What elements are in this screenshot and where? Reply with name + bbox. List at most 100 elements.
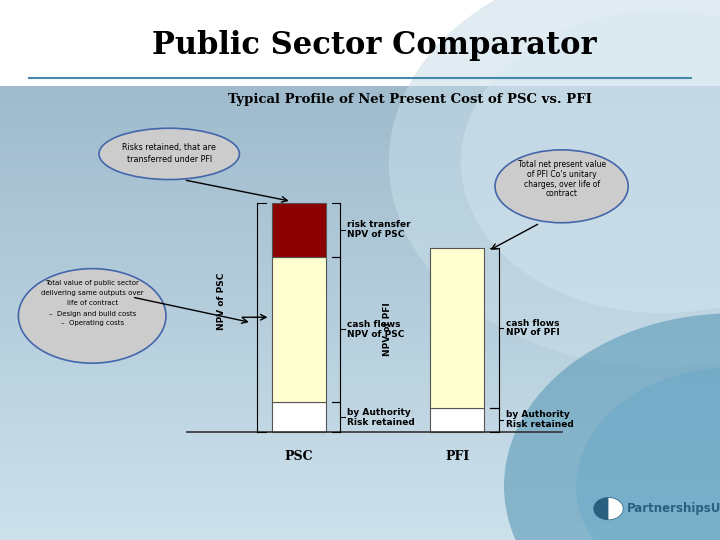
Bar (0, 362, 720, 363)
Bar (0, 458, 720, 460)
Bar (0, 269, 720, 271)
Bar (0, 281, 720, 283)
Bar (0, 307, 720, 309)
Bar (0, 268, 720, 269)
Bar (0, 294, 720, 295)
Bar (0, 478, 720, 480)
Bar (0, 170, 720, 171)
Bar (0, 451, 720, 453)
Bar (0, 253, 720, 254)
Bar (0, 274, 720, 275)
Bar (0, 168, 720, 170)
Bar (0, 151, 720, 153)
Bar (0, 241, 720, 242)
Text: NPV of PSC: NPV of PSC (347, 230, 405, 239)
Bar (0, 328, 720, 330)
Bar (0, 532, 720, 534)
Bar (0, 404, 720, 406)
Bar (0, 340, 720, 342)
Bar (0, 200, 720, 201)
Bar (0, 402, 720, 404)
Bar (0, 390, 720, 392)
Bar (0, 339, 720, 340)
Bar (0, 531, 720, 532)
Bar (0, 516, 720, 517)
Bar (0, 381, 720, 383)
Text: Total value of public sector: Total value of public sector (45, 280, 139, 287)
Bar (0, 357, 720, 359)
Bar (0, 407, 720, 408)
Ellipse shape (99, 129, 239, 179)
Bar (0, 215, 720, 217)
Bar (0, 0, 720, 86)
Bar (0, 442, 720, 443)
Bar (272, 256, 325, 402)
Bar (0, 496, 720, 498)
Bar (0, 406, 720, 407)
Bar (0, 148, 720, 150)
Text: contract: contract (546, 190, 577, 198)
Bar (0, 113, 720, 115)
Bar (0, 127, 720, 129)
Bar (0, 186, 720, 188)
Bar (0, 396, 720, 398)
Bar (0, 481, 720, 483)
Bar (0, 364, 720, 366)
Bar (0, 510, 720, 511)
Bar (0, 138, 720, 139)
Bar (0, 211, 720, 212)
Ellipse shape (19, 268, 166, 363)
Bar (0, 92, 720, 94)
Bar (0, 425, 720, 427)
Bar (0, 111, 720, 112)
Bar (0, 336, 720, 338)
Bar (0, 378, 720, 380)
Bar (0, 504, 720, 505)
Bar (0, 219, 720, 221)
Bar (0, 476, 720, 478)
Bar (0, 136, 720, 138)
Bar (0, 469, 720, 470)
Bar (0, 285, 720, 286)
Bar (0, 143, 720, 144)
Bar (0, 449, 720, 451)
Bar (0, 433, 720, 434)
Bar (0, 468, 720, 469)
Bar (0, 508, 720, 510)
Bar (0, 126, 720, 127)
Text: Public Sector Comparator: Public Sector Comparator (152, 30, 597, 62)
Bar (0, 489, 720, 490)
Bar (0, 351, 720, 353)
Bar (0, 94, 720, 96)
Bar (0, 408, 720, 410)
Bar (431, 248, 485, 408)
Bar (0, 115, 720, 117)
Bar (0, 464, 720, 466)
Text: transferred under PFI: transferred under PFI (127, 155, 212, 164)
Bar (0, 355, 720, 357)
Bar (0, 212, 720, 213)
Bar (0, 173, 720, 174)
Bar (0, 454, 720, 455)
Bar (0, 366, 720, 368)
Bar (0, 103, 720, 105)
Bar (0, 332, 720, 333)
Bar (0, 347, 720, 348)
Bar (0, 192, 720, 194)
Bar (0, 251, 720, 253)
Bar (0, 222, 720, 224)
Bar (0, 383, 720, 384)
Bar (0, 537, 720, 538)
Bar (0, 145, 720, 147)
Bar (0, 181, 720, 183)
Bar (0, 295, 720, 296)
Bar (0, 301, 720, 302)
Bar (0, 493, 720, 495)
Bar (0, 490, 720, 491)
Bar (0, 534, 720, 536)
Bar (0, 247, 720, 248)
Bar (0, 272, 720, 274)
Bar (0, 189, 720, 191)
Bar (0, 259, 720, 260)
Bar (0, 322, 720, 324)
